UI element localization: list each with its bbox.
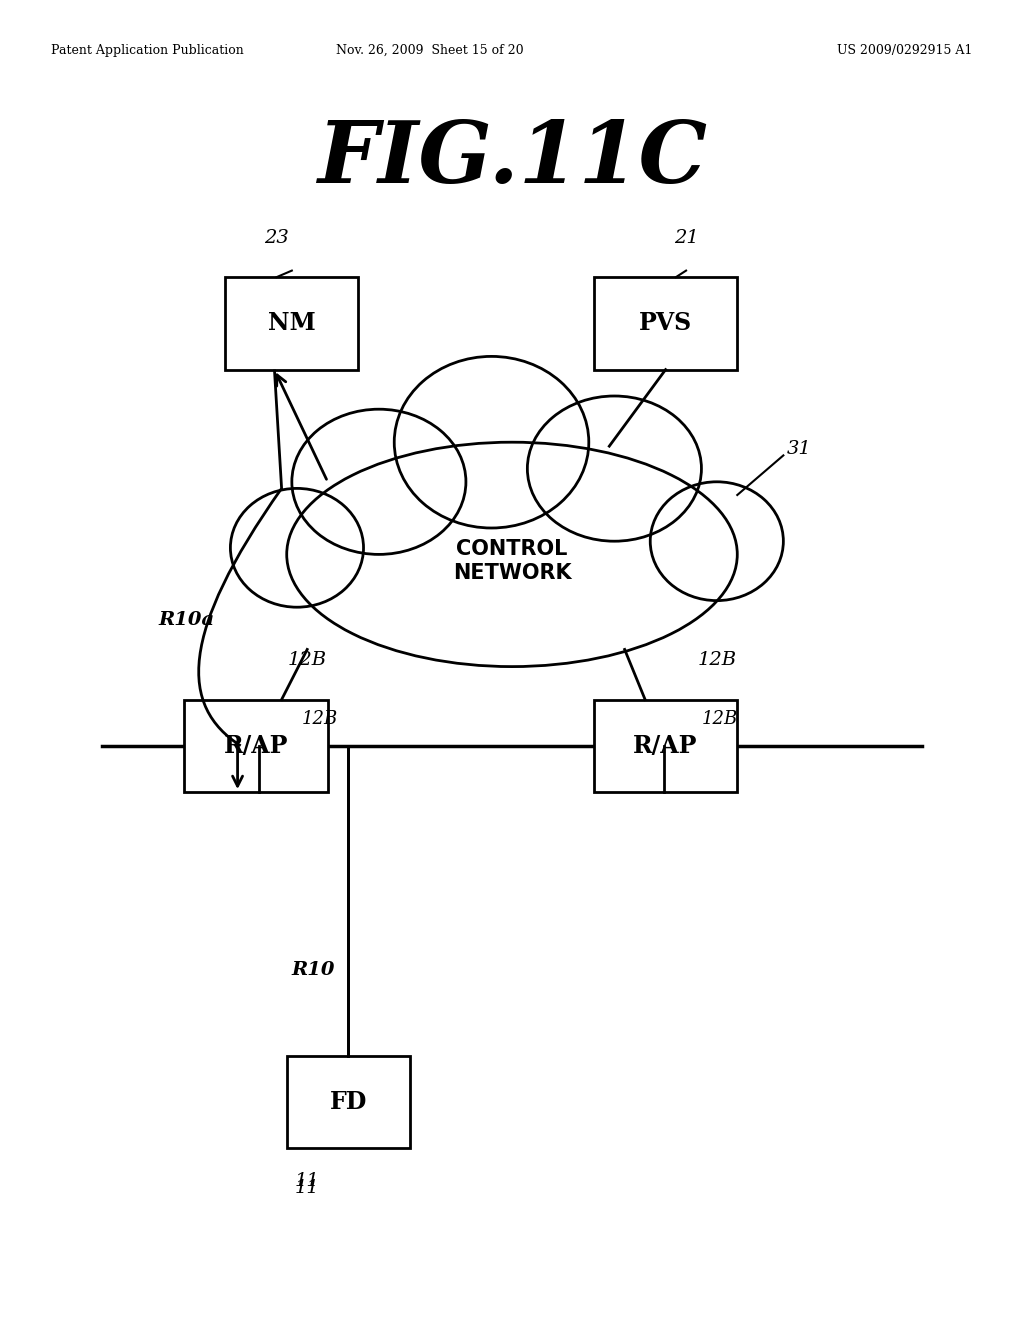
Text: CONTROL
NETWORK: CONTROL NETWORK	[453, 540, 571, 582]
Text: Nov. 26, 2009  Sheet 15 of 20: Nov. 26, 2009 Sheet 15 of 20	[336, 44, 524, 57]
Text: US 2009/0292915 A1: US 2009/0292915 A1	[838, 44, 973, 57]
Text: R10: R10	[292, 961, 335, 979]
Ellipse shape	[650, 482, 783, 601]
Ellipse shape	[292, 409, 466, 554]
Text: 12B: 12B	[697, 651, 736, 669]
Text: R10a: R10a	[159, 611, 215, 630]
FancyBboxPatch shape	[594, 277, 737, 370]
Ellipse shape	[394, 356, 589, 528]
Text: 12B: 12B	[302, 710, 338, 729]
Text: FIG.11C: FIG.11C	[317, 116, 707, 201]
FancyBboxPatch shape	[184, 700, 328, 792]
Text: FD: FD	[330, 1090, 367, 1114]
Text: 12B: 12B	[701, 710, 737, 729]
Ellipse shape	[527, 396, 701, 541]
Text: 31: 31	[786, 440, 811, 458]
Ellipse shape	[230, 488, 364, 607]
Ellipse shape	[287, 442, 737, 667]
Text: Patent Application Publication: Patent Application Publication	[51, 44, 244, 57]
Text: 11: 11	[295, 1172, 319, 1191]
Text: NM: NM	[268, 312, 315, 335]
Text: PVS: PVS	[639, 312, 692, 335]
Text: 23: 23	[264, 228, 289, 247]
Text: R/AP: R/AP	[224, 734, 288, 758]
FancyBboxPatch shape	[225, 277, 358, 370]
Text: R/AP: R/AP	[634, 734, 697, 758]
FancyBboxPatch shape	[287, 1056, 410, 1148]
Text: 12B: 12B	[288, 651, 327, 669]
Text: 21: 21	[674, 228, 698, 247]
FancyBboxPatch shape	[594, 700, 737, 792]
Text: 11: 11	[295, 1179, 319, 1197]
